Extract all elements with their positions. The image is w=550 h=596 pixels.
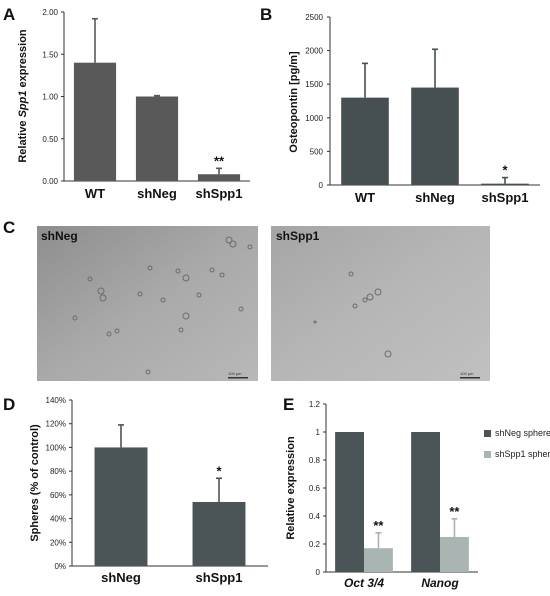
bar-shneg <box>411 87 459 185</box>
y-axis-label: Spheres (% of control) <box>29 424 41 542</box>
x-category-label: WT <box>85 186 105 201</box>
panel-letter-a: A <box>3 5 15 24</box>
legend-swatch <box>484 430 491 437</box>
y-tick-label: 2500 <box>305 13 323 22</box>
y-tick-label: 1.00 <box>42 93 58 102</box>
x-category-label: shSpp1 <box>196 570 243 585</box>
y-tick-label: 1.2 <box>309 400 321 409</box>
y-tick-label: 20% <box>50 538 66 547</box>
y-tick-label: 1000 <box>305 114 323 123</box>
scale-bar-text: 100 µm <box>460 371 474 376</box>
micrograph-shneg-image <box>37 226 258 381</box>
legend-swatch <box>484 451 491 458</box>
micrograph-shneg-label: shNeg <box>41 229 78 243</box>
legend-label: shNeg spheres <box>495 428 550 438</box>
y-tick-label: 0 <box>319 181 324 190</box>
significance-marker: ** <box>214 153 225 168</box>
y-tick-label: 0.50 <box>42 135 58 144</box>
y-axis-label-part: Spp1 <box>17 90 29 117</box>
micrograph-shneg: shNeg 100 µm <box>37 226 258 381</box>
panel-letter-c: C <box>3 218 15 237</box>
micrograph-shspp1-image <box>271 226 490 381</box>
y-tick-label: 0.2 <box>309 540 321 549</box>
x-category-label: shNeg <box>137 186 177 201</box>
x-category-label: Oct 3/4 <box>344 576 384 590</box>
micrograph-shspp1: shSpp1 100 µm <box>271 226 490 381</box>
bar-wt <box>341 97 389 185</box>
y-tick-label: 0% <box>54 562 66 571</box>
bar-shspp1 <box>197 174 241 181</box>
y-tick-label: 60% <box>50 491 66 500</box>
legend-label: shSpp1 spheres <box>495 449 550 459</box>
y-tick-label: 0.8 <box>309 456 321 465</box>
bar-shneg <box>135 96 179 181</box>
y-tick-label: 120% <box>46 420 66 429</box>
scale-bar <box>460 377 480 379</box>
y-tick-label: 2000 <box>305 47 323 56</box>
significance-marker: ** <box>373 518 384 533</box>
y-tick-label: 0 <box>316 568 321 577</box>
y-tick-label: 1500 <box>305 80 323 89</box>
y-tick-label: 40% <box>50 515 66 524</box>
x-category-label: shNeg <box>415 190 455 205</box>
y-tick-label: 140% <box>46 396 66 405</box>
y-tick-label: 1.50 <box>42 50 58 59</box>
y-axis-label-part: Relative <box>17 117 29 162</box>
bar-shneg <box>94 447 148 566</box>
scale-bar <box>228 377 248 379</box>
y-axis-label-part: expression <box>17 29 29 90</box>
x-category-label: shNeg <box>101 570 141 585</box>
bar-shspp1 <box>192 501 246 566</box>
y-tick-label: 0.6 <box>309 484 321 493</box>
chart-b-osteopontin: 0 500 1000 1500 2000 2500 Osteopontin [pg/m] WT… <box>288 13 540 205</box>
x-category-label: Nanog <box>421 576 459 590</box>
cell-cluster <box>313 271 392 358</box>
panel-letter-d: D <box>3 395 15 414</box>
cell-cluster <box>72 236 253 375</box>
y-tick-label: 500 <box>310 147 324 156</box>
micrograph-shspp1-label: shSpp1 <box>276 229 320 243</box>
y-axis-label: Osteopontin [pg/m] <box>288 51 300 153</box>
panel-letter-b: B <box>260 5 272 24</box>
scale-bar-text: 100 µm <box>228 371 242 376</box>
chart-a-relative-spp1-expression: 0.00 0.50 1.00 1.50 2.00 Relative Spp1 expres… <box>17 8 250 201</box>
bar-wt <box>73 62 117 182</box>
significance-marker: ** <box>449 504 460 519</box>
x-category-label: shSpp1 <box>196 186 243 201</box>
y-tick-label: 1 <box>316 428 321 437</box>
x-category-label: shSpp1 <box>482 190 529 205</box>
y-tick-label: 80% <box>50 467 66 476</box>
bar-nanog-shneg-spheres <box>411 432 440 572</box>
bar-oct-3-4-shspp1-spheres <box>364 548 393 572</box>
y-tick-label: 0.00 <box>42 177 58 186</box>
panel-letter-e: E <box>283 395 294 414</box>
bar-nanog-shspp1-spheres <box>440 537 469 572</box>
y-tick-label: 2.00 <box>42 8 58 17</box>
bar-shspp1 <box>481 183 529 185</box>
chart-e-relative-expression: 0 0.2 0.4 0.6 0.8 1 1.2 Relative expression ** Oc… <box>285 400 550 590</box>
chart-d-spheres: 0% 20% 40% 60% 80% 100% 120% 140% Spheres (% of … <box>29 396 268 585</box>
y-axis-label: Relative Spp1 expression <box>17 29 29 163</box>
y-tick-label: 100% <box>46 443 66 452</box>
x-category-label: WT <box>355 190 375 205</box>
significance-marker: * <box>502 163 508 178</box>
y-tick-label: 0.4 <box>309 512 321 521</box>
y-axis-label: Relative expression <box>285 436 297 540</box>
significance-marker: * <box>216 463 222 478</box>
bar-oct-3-4-shneg-spheres <box>335 432 364 572</box>
